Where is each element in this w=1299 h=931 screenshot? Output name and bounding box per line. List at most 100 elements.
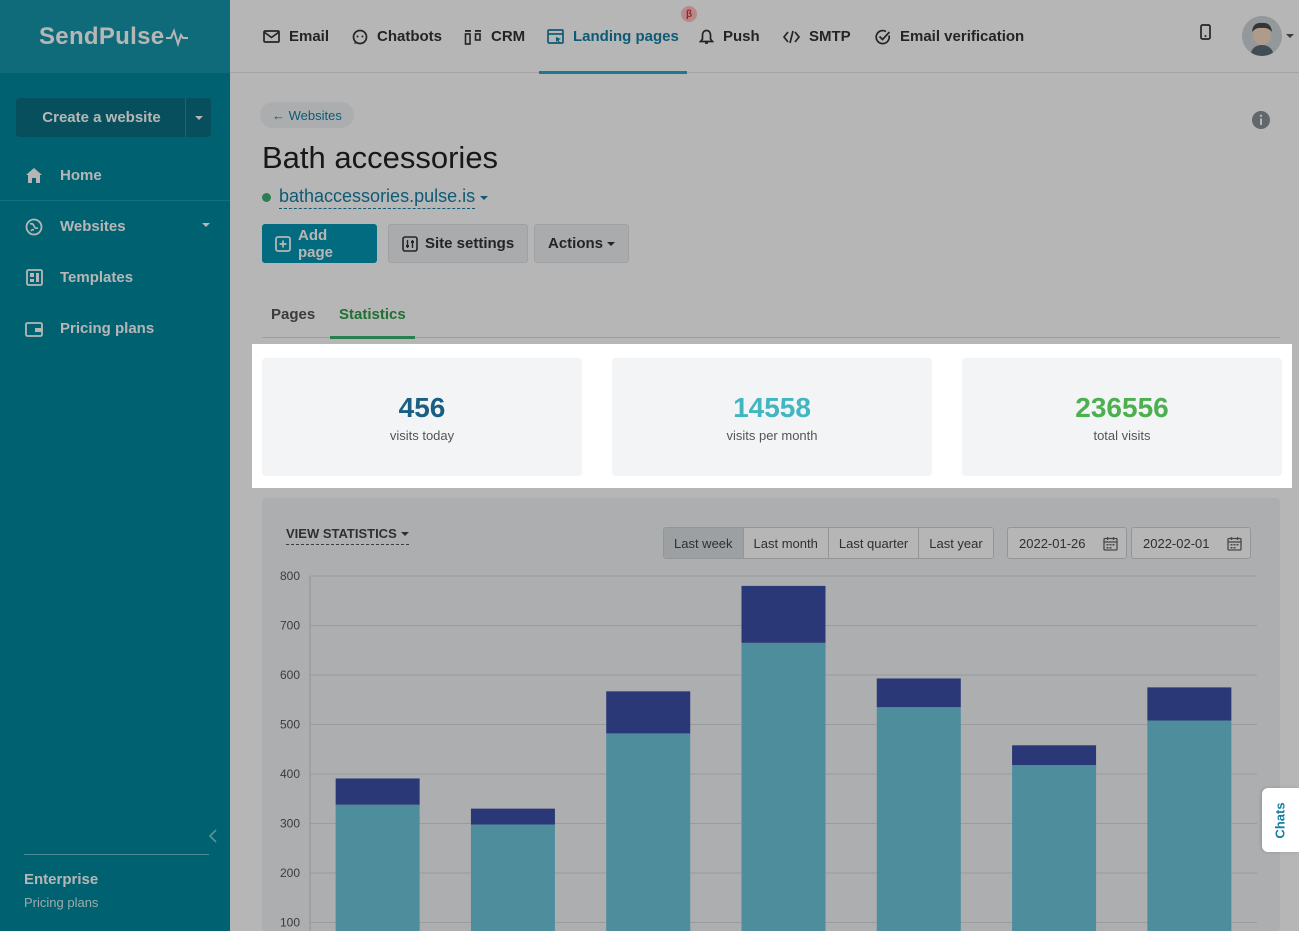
tab-label: Email: [289, 28, 330, 45]
sidebar-item-home[interactable]: Home: [0, 150, 230, 201]
chevron-down-icon: [202, 223, 210, 227]
bar-segment-primary[interactable]: [335, 804, 420, 931]
back-to-websites-link[interactable]: ← Websites: [260, 102, 354, 128]
tab-label: Landing pages: [573, 28, 679, 45]
sidebar-item-label: Websites: [60, 218, 126, 235]
bar-segment-primary[interactable]: [1012, 765, 1097, 931]
mail-icon: [263, 30, 280, 43]
mobile-app-icon[interactable]: [1200, 24, 1211, 45]
chats-widget-button[interactable]: Chats: [1262, 788, 1299, 852]
date-from-value: 2022-01-26: [1019, 535, 1086, 551]
tab-label: Push: [723, 28, 760, 45]
bar-segment-primary[interactable]: [1147, 720, 1232, 931]
bar-segment-primary[interactable]: [876, 707, 961, 931]
bar-segment-secondary[interactable]: [335, 778, 420, 805]
chevron-down-icon[interactable]: [480, 195, 489, 200]
tab-crm[interactable]: CRM: [464, 0, 525, 73]
statistics-panel: VIEW STATISTICS Last week Last month Las…: [262, 498, 1280, 931]
tab-push[interactable]: Push: [699, 0, 760, 73]
tab-landing-pages[interactable]: Landing pages β: [539, 0, 697, 74]
add-page-button[interactable]: Add page: [262, 224, 377, 263]
user-avatar-icon: [1242, 16, 1282, 56]
page-tabs: Pages Statistics: [262, 290, 1280, 339]
logo[interactable]: SendPulse: [0, 0, 230, 73]
tab-label: Email verification: [900, 28, 1025, 45]
collapse-sidebar-button[interactable]: [207, 828, 219, 849]
chats-label: Chats: [1273, 801, 1288, 839]
y-tick-label: 500: [280, 718, 300, 732]
status-dot: [262, 193, 271, 202]
site-settings-label: Site settings: [425, 235, 515, 252]
tab-statistics[interactable]: Statistics: [330, 290, 415, 339]
plan-name: Enterprise: [24, 871, 99, 888]
bar-segment-secondary[interactable]: [606, 691, 691, 734]
bar-segment-secondary[interactable]: [876, 678, 961, 708]
main-content: ← Websites Bath accessories bathaccessor…: [230, 74, 1299, 931]
sidebar-item-label: Pricing plans: [60, 320, 155, 337]
y-tick-label: 800: [280, 569, 300, 583]
bar-segment-secondary[interactable]: [470, 808, 555, 825]
tab-label: SMTP: [809, 28, 851, 45]
tab-chatbots[interactable]: Chatbots: [352, 0, 442, 73]
chevron-down-icon: [194, 115, 203, 120]
sidebar: SendPulse Create a website Home Websites…: [0, 0, 230, 931]
create-website-dropdown[interactable]: [185, 98, 211, 137]
site-domain[interactable]: bathaccessories.pulse.is: [262, 186, 489, 209]
stat-card-today: 456 visits today: [262, 358, 582, 476]
range-last-year[interactable]: Last year: [929, 535, 983, 551]
settings-sliders-icon: [402, 235, 418, 252]
y-tick-label: 300: [280, 817, 300, 831]
y-tick-label: 400: [280, 767, 300, 781]
page-title: Bath accessories: [262, 140, 499, 175]
create-website-button[interactable]: Create a website: [16, 98, 211, 137]
actions-dropdown[interactable]: Actions: [534, 224, 630, 263]
bar-segment-secondary[interactable]: [741, 585, 826, 643]
bar-segment-secondary[interactable]: [1147, 687, 1232, 721]
actions-label: Actions: [548, 235, 604, 252]
globe-icon: [24, 217, 44, 237]
range-last-month[interactable]: Last month: [744, 528, 829, 558]
bar-segment-primary[interactable]: [741, 642, 826, 931]
pricing-plans-link[interactable]: Pricing plans: [24, 895, 99, 910]
code-icon: [783, 30, 800, 44]
date-to-input[interactable]: 2022-02-01: [1131, 527, 1251, 559]
tab-label: CRM: [491, 28, 526, 45]
view-statistics-label: VIEW STATISTICS: [286, 526, 397, 541]
sidebar-item-templates[interactable]: Templates: [0, 252, 230, 303]
bell-icon: [699, 29, 714, 45]
add-page-label: Add page: [298, 226, 334, 261]
pulse-icon: [166, 27, 189, 47]
sidebar-item-label: Templates: [60, 269, 134, 286]
range-last-week[interactable]: Last week: [664, 528, 744, 558]
chevron-down-icon[interactable]: [1286, 34, 1294, 38]
date-from-input[interactable]: 2022-01-26: [1007, 527, 1127, 559]
tab-email-verification[interactable]: Email verification: [875, 0, 1024, 73]
landing-icon: [547, 29, 564, 44]
tab-label: Chatbots: [377, 28, 442, 45]
home-icon: [24, 165, 44, 185]
stat-label: total visits: [1093, 427, 1151, 443]
bar-segment-primary[interactable]: [470, 824, 555, 931]
sidebar-item-websites[interactable]: Websites: [0, 201, 230, 252]
top-navigation: Email Chatbots CRM Landing pages β Push …: [230, 0, 1299, 74]
bar-segment-primary[interactable]: [606, 733, 691, 931]
view-statistics-dropdown[interactable]: VIEW STATISTICS: [286, 526, 409, 545]
tab-pages[interactable]: Pages: [271, 305, 316, 323]
tab-email[interactable]: Email: [263, 0, 329, 73]
check-circle-icon: [875, 29, 891, 45]
tab-smtp[interactable]: SMTP: [783, 0, 851, 73]
stat-card-month: 14558 visits per month: [612, 358, 932, 476]
stats-summary: 456 visits today 14558 visits per month …: [252, 344, 1292, 488]
range-last-quarter[interactable]: Last quarter: [829, 528, 920, 558]
sidebar-nav: Home Websites Templates Pricing plans: [0, 150, 230, 354]
bar-segment-secondary[interactable]: [1012, 745, 1097, 766]
stat-value: 14558: [733, 391, 811, 423]
domain-link[interactable]: bathaccessories.pulse.is: [279, 186, 476, 209]
chevron-down-icon: [400, 531, 409, 536]
date-range-selector: Last week Last month Last quarter Last y…: [663, 527, 994, 559]
site-settings-button[interactable]: Site settings: [388, 224, 529, 263]
info-icon[interactable]: [1251, 110, 1271, 135]
chevron-down-icon: [607, 241, 616, 246]
avatar[interactable]: [1242, 16, 1282, 56]
sidebar-item-pricing[interactable]: Pricing plans: [0, 303, 230, 354]
